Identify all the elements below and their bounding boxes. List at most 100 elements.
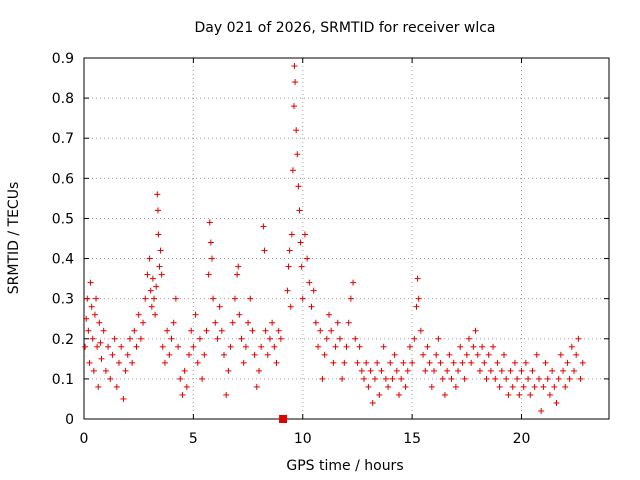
data-point xyxy=(358,367,365,374)
data-point xyxy=(264,351,271,358)
data-point xyxy=(154,191,161,198)
data-point xyxy=(164,327,171,334)
data-point xyxy=(227,343,234,350)
data-point xyxy=(354,359,361,366)
data-point xyxy=(343,343,350,350)
data-point xyxy=(188,327,195,334)
data-point xyxy=(330,359,337,366)
data-point xyxy=(402,383,409,390)
data-point xyxy=(297,239,304,246)
data-point xyxy=(90,367,97,374)
data-point xyxy=(441,391,448,398)
data-point xyxy=(562,383,569,390)
data-point xyxy=(391,351,398,358)
data-point xyxy=(137,335,144,342)
data-point xyxy=(235,263,242,270)
data-point xyxy=(468,359,475,366)
data-point xyxy=(417,327,424,334)
data-point xyxy=(159,343,166,350)
data-point xyxy=(538,407,545,414)
data-point xyxy=(210,295,217,302)
data-point xyxy=(113,383,120,390)
data-point xyxy=(553,399,560,406)
data-point xyxy=(323,335,330,342)
data-point xyxy=(94,343,101,350)
data-point xyxy=(514,375,521,382)
plot-frame xyxy=(83,57,610,420)
data-point xyxy=(100,327,107,334)
data-point xyxy=(531,383,538,390)
data-point xyxy=(221,351,227,358)
data-point xyxy=(85,327,92,334)
data-point xyxy=(170,319,177,326)
data-point xyxy=(380,343,387,350)
x-tick-label: 10 xyxy=(294,431,312,447)
data-point xyxy=(332,343,339,350)
data-point xyxy=(102,367,109,374)
data-point xyxy=(319,375,326,382)
x-tick-label: 5 xyxy=(189,431,198,447)
data-point xyxy=(476,367,483,374)
data-point xyxy=(369,399,376,406)
data-point xyxy=(98,355,105,362)
data-point xyxy=(544,375,551,382)
data-point xyxy=(446,351,453,358)
data-point xyxy=(498,367,505,374)
data-point xyxy=(82,343,89,350)
data-point xyxy=(298,263,305,270)
data-point xyxy=(557,351,564,358)
data-point xyxy=(253,383,260,390)
data-point xyxy=(347,295,354,302)
data-point xyxy=(111,335,118,342)
data-point xyxy=(328,327,335,334)
y-axis-label: SRMTID / TECUs xyxy=(6,182,22,295)
data-point xyxy=(374,359,381,366)
data-point xyxy=(260,223,267,230)
data-point xyxy=(261,247,268,254)
data-point xyxy=(479,343,486,350)
data-point xyxy=(579,359,586,366)
data-point xyxy=(308,303,315,310)
y-tick-label: 0.6 xyxy=(52,171,74,187)
data-point xyxy=(147,287,154,294)
data-point xyxy=(301,231,308,238)
data-point xyxy=(466,335,472,342)
y-axis-ticks: 0 0.1 0.2 0.3 0.4 0.5 0.6 0.7 0.8 0.9 xyxy=(52,51,609,428)
data-point xyxy=(551,383,558,390)
data-point xyxy=(376,391,383,398)
data-point xyxy=(525,375,532,382)
data-point xyxy=(505,391,512,398)
data-point xyxy=(122,367,129,374)
data-point xyxy=(251,351,258,358)
data-point xyxy=(107,375,114,382)
data-point xyxy=(247,295,254,302)
data-point xyxy=(105,343,112,350)
data-point xyxy=(516,391,523,398)
data-point xyxy=(177,375,184,382)
data-point xyxy=(148,303,155,310)
data-point xyxy=(334,319,341,326)
data-point xyxy=(131,327,138,334)
x-axis-ticks: 0 5 10 15 20 xyxy=(80,58,530,447)
chart-title: Day 021 of 2026, SRMTID for receiver wlc… xyxy=(194,20,495,36)
data-point xyxy=(439,375,446,382)
data-point xyxy=(437,359,444,366)
gap-marker xyxy=(279,415,288,423)
data-point xyxy=(485,351,492,358)
data-point xyxy=(549,367,556,374)
data-point xyxy=(472,327,479,334)
data-point xyxy=(216,303,223,310)
data-point xyxy=(273,359,280,366)
data-point xyxy=(120,395,127,402)
data-point xyxy=(95,383,102,390)
data-point xyxy=(363,359,370,366)
data-point xyxy=(463,351,470,358)
data-point xyxy=(496,383,503,390)
data-point xyxy=(144,271,151,278)
data-point xyxy=(149,275,156,282)
data-point xyxy=(206,219,213,226)
data-point xyxy=(196,335,203,342)
data-point xyxy=(287,303,294,310)
data-point xyxy=(490,343,497,350)
